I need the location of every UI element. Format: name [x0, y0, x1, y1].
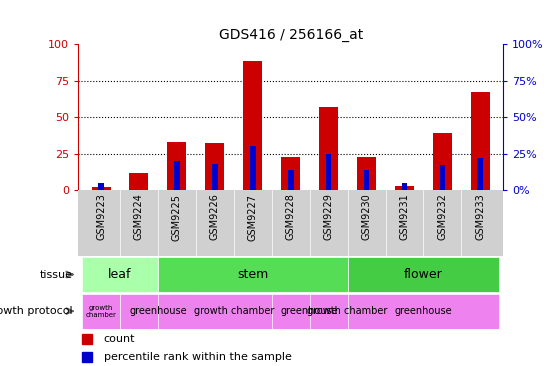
Bar [348, 294, 499, 329]
Bar [174, 161, 180, 190]
Bar [395, 186, 414, 190]
Bar [98, 183, 104, 190]
Bar [326, 154, 331, 190]
Text: GSM9225: GSM9225 [172, 194, 182, 240]
Bar [212, 164, 217, 190]
Text: growth protocol: growth protocol [0, 306, 73, 316]
Text: GSM9224: GSM9224 [134, 194, 144, 240]
Bar [82, 294, 120, 329]
Text: GSM9228: GSM9228 [286, 194, 296, 240]
Bar [120, 294, 196, 329]
Bar [250, 146, 255, 190]
Bar [364, 170, 369, 190]
Text: stem: stem [237, 268, 268, 281]
Bar [471, 92, 490, 190]
Text: greenhouse: greenhouse [395, 306, 452, 316]
Text: count: count [104, 333, 135, 344]
Bar [92, 187, 111, 190]
Bar [357, 157, 376, 190]
Text: growth chamber: growth chamber [193, 306, 274, 316]
Bar [167, 142, 186, 190]
Text: greenhouse: greenhouse [129, 306, 187, 316]
Bar [348, 257, 499, 292]
Bar [433, 133, 452, 190]
Text: GSM9230: GSM9230 [362, 194, 372, 240]
Text: GSM9231: GSM9231 [400, 194, 410, 240]
Text: leaf: leaf [108, 268, 132, 281]
Bar [130, 173, 149, 190]
Bar [158, 294, 310, 329]
Bar [439, 165, 446, 190]
Bar [82, 257, 158, 292]
Text: GSM9223: GSM9223 [96, 194, 106, 240]
Bar [243, 61, 262, 190]
Bar [288, 170, 293, 190]
Text: GSM9226: GSM9226 [210, 194, 220, 240]
Text: percentile rank within the sample: percentile rank within the sample [104, 352, 292, 362]
Bar [272, 294, 348, 329]
Text: GSM9229: GSM9229 [324, 194, 334, 240]
Text: growth chamber: growth chamber [307, 306, 388, 316]
Text: tissue: tissue [40, 269, 73, 280]
Bar [477, 158, 483, 190]
Bar [319, 107, 338, 190]
Text: flower: flower [404, 268, 443, 281]
Text: growth
chamber: growth chamber [86, 305, 116, 318]
Bar [310, 294, 386, 329]
Text: GSM9227: GSM9227 [248, 194, 258, 240]
Bar [401, 183, 408, 190]
Text: GSM9232: GSM9232 [437, 194, 447, 240]
Text: GSM9233: GSM9233 [475, 194, 485, 240]
Bar [205, 143, 224, 190]
Bar [281, 157, 300, 190]
Title: GDS416 / 256166_at: GDS416 / 256166_at [219, 27, 363, 41]
Bar [158, 257, 348, 292]
Text: greenhouse: greenhouse [281, 306, 338, 316]
